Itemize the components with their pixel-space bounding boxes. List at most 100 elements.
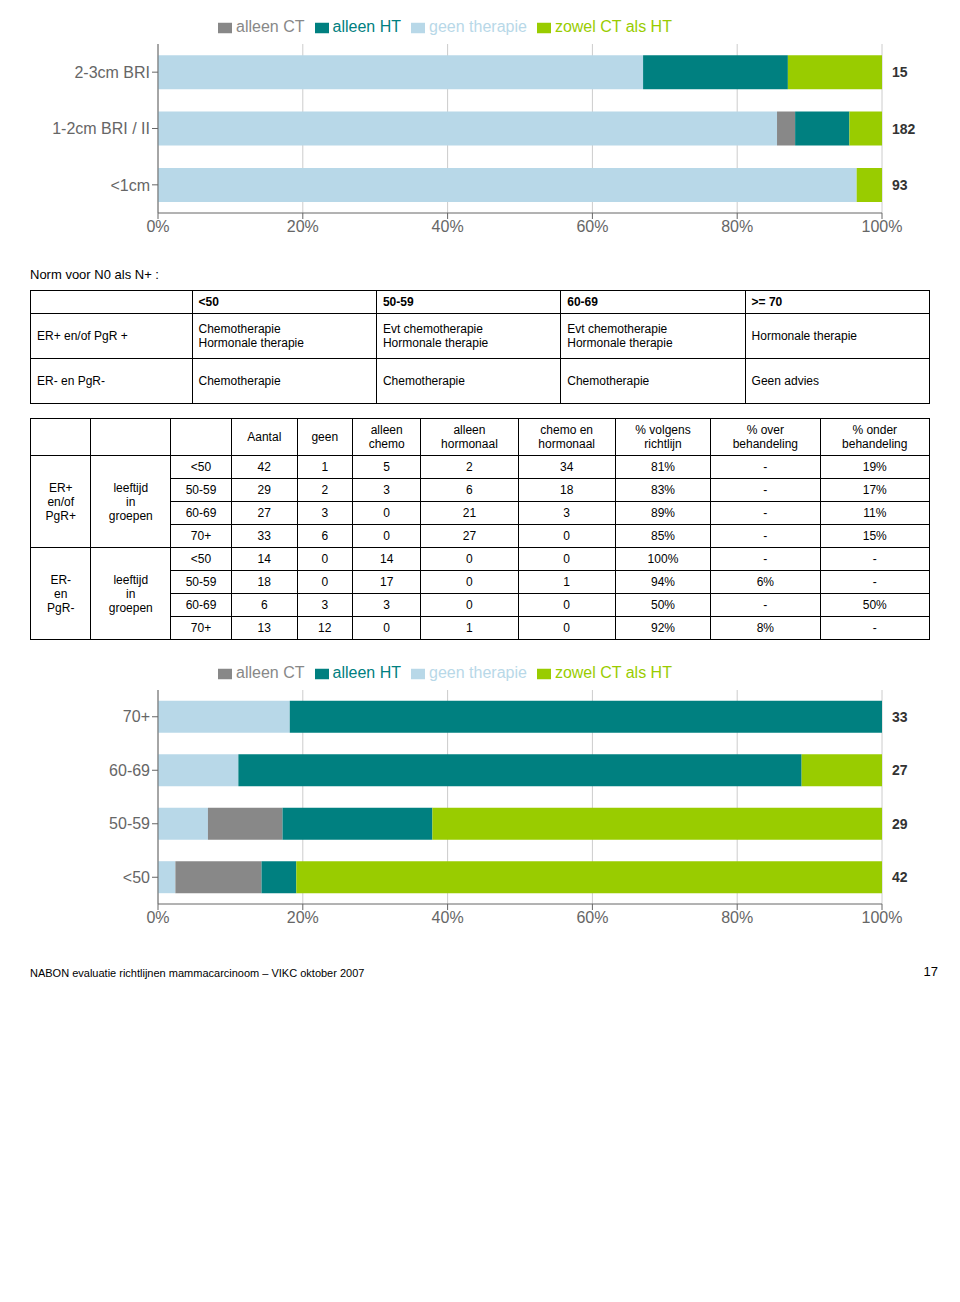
svg-text:20%: 20% <box>287 909 319 926</box>
svg-text:50-59: 50-59 <box>109 815 150 832</box>
svg-text:29: 29 <box>892 816 908 832</box>
html-text:60-69: 60-69 <box>185 506 217 520</box>
html-text:60-69: 60-69 <box>185 598 217 612</box>
html-text:% onder behandeling: % onder behandeling <box>842 423 908 451</box>
html-text:Geen advies: Geen advies <box>751 374 819 388</box>
html-text:Evt chemotherapie Hormonale th: Evt chemotherapie Hormonale therapie <box>382 322 489 350</box>
html-text:92%: 92% <box>651 621 675 635</box>
html-text:14: 14 <box>257 552 271 566</box>
html-text:% over behandeling: % over behandeling <box>732 423 798 451</box>
svg-text:40%: 40% <box>432 909 464 926</box>
html-text:geen therapie: geen therapie <box>429 18 527 35</box>
html-text:60-69: 60-69 <box>567 295 598 309</box>
html-text:alleen chemo: alleen chemo <box>368 423 405 451</box>
svg-text:60%: 60% <box>576 909 608 926</box>
html-text:alleen HT: alleen HT <box>332 664 401 681</box>
html-text:17: 17 <box>380 575 394 589</box>
html-text:50%: 50% <box>862 598 887 612</box>
html-text:27: 27 <box>257 506 271 520</box>
html-text:50-59: 50-59 <box>185 483 217 497</box>
html-text:chemo en hormonaal: chemo en hormonaal <box>538 423 595 451</box>
svg-text:0%: 0% <box>146 909 169 926</box>
html-text:18: 18 <box>560 483 574 497</box>
html-text:81%: 81% <box>651 460 675 474</box>
html-text:ER+ en/of PgR+: ER+ en/of PgR+ <box>45 480 76 523</box>
svg-text:33: 33 <box>892 709 908 725</box>
html-text:15%: 15% <box>862 529 887 543</box>
html-text:18: 18 <box>257 575 271 589</box>
html-text:50-59: 50-59 <box>185 575 217 589</box>
svg-text:40%: 40% <box>432 218 464 235</box>
html-text:29: 29 <box>257 483 271 497</box>
html-text:geen therapie: geen therapie <box>429 664 527 681</box>
html-text:42: 42 <box>257 460 271 474</box>
html-text:ER+ en/of PgR +: ER+ en/of PgR + <box>37 329 128 343</box>
html-text:Chemotherapie: Chemotherapie <box>567 374 650 388</box>
html-text:17%: 17% <box>862 483 887 497</box>
svg-text:70+: 70+ <box>123 708 150 725</box>
svg-text:80%: 80% <box>721 909 753 926</box>
html-text:50%: 50% <box>651 598 675 612</box>
html-text:ER- en PgR-: ER- en PgR- <box>47 572 75 615</box>
html-text:>= 70: >= 70 <box>751 295 783 309</box>
html-text:Chemotherapie: Chemotherapie <box>198 374 281 388</box>
svg-text:60-69: 60-69 <box>109 762 150 779</box>
html-text:83%: 83% <box>651 483 675 497</box>
svg-text:<1cm: <1cm <box>110 177 150 194</box>
svg-text:2-3cm BRI: 2-3cm BRI <box>74 64 150 81</box>
html-text:zowel CT als HT: zowel CT als HT <box>554 664 672 681</box>
html-text:13: 13 <box>257 621 271 635</box>
html-text:85%: 85% <box>651 529 675 543</box>
html-text:% volgens richtlijn: % volgens richtlijn <box>635 423 691 451</box>
svg-text:15: 15 <box>892 64 908 80</box>
html-text:Evt chemotherapie Hormonale th: Evt chemotherapie Hormonale therapie <box>567 322 673 350</box>
html-text:Aantal: Aantal <box>247 430 282 444</box>
html-text:21: 21 <box>462 506 477 520</box>
svg-text:42: 42 <box>892 869 908 885</box>
svg-text:80%: 80% <box>721 218 753 235</box>
html-text:zowel CT als HT: zowel CT als HT <box>554 18 672 35</box>
html-text:70+: 70+ <box>190 621 212 635</box>
html-text:leeftijd in groepen: leeftijd in groepen <box>108 572 153 615</box>
svg-text:93: 93 <box>892 177 908 193</box>
html-text:19%: 19% <box>862 460 887 474</box>
svg-text:182: 182 <box>892 121 916 137</box>
html-text:33: 33 <box>257 529 271 543</box>
html-text:NABON evaluatie richtlijnen ma: NABON evaluatie richtlijnen mammacarcino… <box>30 967 365 979</box>
svg-text:0%: 0% <box>146 218 169 235</box>
html-text:<50: <50 <box>190 460 212 474</box>
html-text:6%: 6% <box>756 575 774 589</box>
svg-text:20%: 20% <box>287 218 319 235</box>
html-text:89%: 89% <box>651 506 675 520</box>
html-text:Hormonale therapie: Hormonale therapie <box>751 329 857 343</box>
html-text:Chemotherapie: Chemotherapie <box>382 374 465 388</box>
html-text:<50: <50 <box>190 552 212 566</box>
html-text:alleen hormonaal: alleen hormonaal <box>441 423 498 451</box>
html-text:alleen CT: alleen CT <box>236 664 305 681</box>
html-text:17: 17 <box>923 964 938 979</box>
svg-text:60%: 60% <box>576 218 608 235</box>
svg-text:1-2cm BRI / II: 1-2cm BRI / II <box>52 120 150 137</box>
svg-text:<50: <50 <box>123 869 150 886</box>
html-text:geen: geen <box>311 430 339 444</box>
html-text:100%: 100% <box>647 552 679 566</box>
html-text:34: 34 <box>560 460 574 474</box>
html-text:ER- en PgR-: ER- en PgR- <box>37 374 105 388</box>
svg-text:100%: 100% <box>862 909 903 926</box>
html-text:leeftijd in groepen: leeftijd in groepen <box>108 480 153 523</box>
html-text:11%: 11% <box>863 506 887 520</box>
html-text:27: 27 <box>462 529 477 543</box>
svg-text:27: 27 <box>892 762 908 778</box>
svg-text:100%: 100% <box>862 218 903 235</box>
html-text:alleen CT: alleen CT <box>236 18 305 35</box>
html-text:Norm voor N0 als N+ :: Norm voor N0 als N+ : <box>30 267 159 282</box>
html-text:94%: 94% <box>651 575 675 589</box>
html-text:Chemotherapie Hormonale therap: Chemotherapie Hormonale therapie <box>198 322 304 350</box>
html-text:12: 12 <box>318 621 332 635</box>
html-text:alleen HT: alleen HT <box>332 18 401 35</box>
html-text:14: 14 <box>380 552 394 566</box>
html-text:<50: <50 <box>198 295 219 309</box>
html-text:50-59: 50-59 <box>382 295 414 309</box>
html-text:70+: 70+ <box>190 529 212 543</box>
html-text:8%: 8% <box>756 621 774 635</box>
